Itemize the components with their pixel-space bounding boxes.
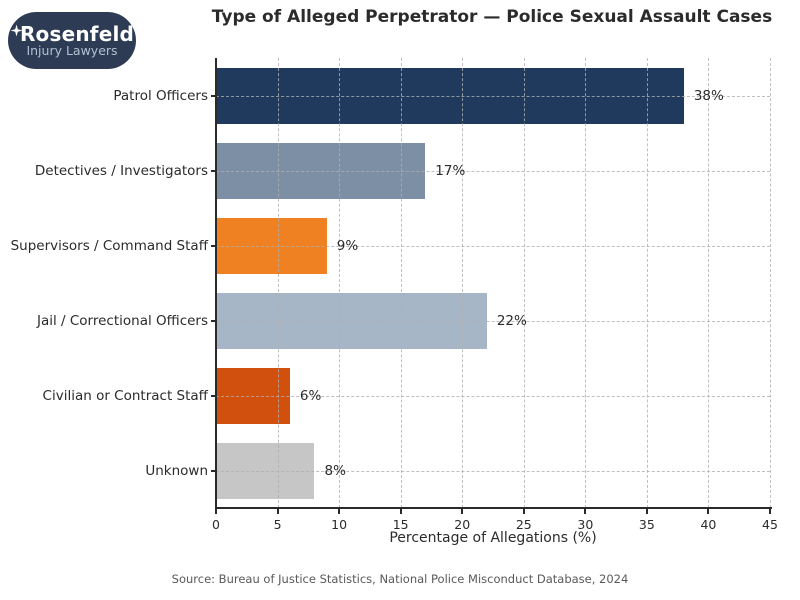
source-caption: Source: Bureau of Justice Statistics, Na… <box>171 572 629 586</box>
x-tick-20 <box>461 509 464 514</box>
gridline-x-35 <box>646 58 648 508</box>
x-tick-5 <box>276 509 279 514</box>
bar-rows: Patrol Officers 38% Detectives / Investiga… <box>11 58 770 508</box>
x-tick-label-25: 25 <box>515 517 532 532</box>
x-axis-label: Percentage of Allegations (%) <box>389 530 597 546</box>
gridline-x-30 <box>585 58 587 508</box>
chart-title: Type of Alleged Perpetrator — Police Sex… <box>211 7 773 27</box>
bar-row: Jail / Correctional Officers 22% <box>37 283 770 358</box>
category-label: Unknown <box>145 462 208 479</box>
y-tick <box>211 244 216 247</box>
gridline-x-40 <box>708 58 710 508</box>
gridline-x-25 <box>523 58 525 508</box>
x-tick-45 <box>769 509 771 514</box>
value-label: 38% <box>693 87 724 104</box>
y-axis-spine <box>215 58 217 509</box>
bar-row: Civilian or Contract Staff 6% <box>43 358 770 433</box>
y-tick <box>211 469 216 472</box>
x-tick-15 <box>399 509 402 514</box>
rosenfeld-logo: Rosenfeld Injury Lawyers <box>8 12 136 69</box>
category-label: Jail / Correctional Officers <box>36 312 208 329</box>
logo-tagline: Injury Lawyers <box>26 42 118 58</box>
value-label: 17% <box>435 162 466 179</box>
gridline-x-20 <box>462 58 464 508</box>
x-tick-label-0: 0 <box>212 517 220 532</box>
category-label: Patrol Officers <box>113 87 208 104</box>
category-label: Supervisors / Command Staff <box>10 237 208 254</box>
gridline-x-45 <box>770 58 771 508</box>
x-tick-0 <box>215 509 217 514</box>
x-tick-label-30: 30 <box>577 517 594 532</box>
bar-row: Patrol Officers 38% <box>113 58 770 133</box>
x-tick-label-45: 45 <box>762 517 778 532</box>
value-label: 6% <box>299 387 322 404</box>
x-tick-label-10: 10 <box>331 517 348 532</box>
x-tick-25 <box>522 509 525 514</box>
bar-row: Supervisors / Command Staff 9% <box>11 208 770 283</box>
plot-area: Patrol Officers 38% Detectives / Investiga… <box>11 58 778 532</box>
bar-row: Detectives / Investigators 17% <box>35 133 770 208</box>
x-tick-30 <box>584 509 587 514</box>
compass-star-icon <box>10 24 23 37</box>
gridline-y <box>216 170 770 172</box>
gridline-y <box>216 320 770 322</box>
gridline-x-15 <box>400 58 402 508</box>
gridline-y <box>216 470 770 472</box>
gridline-y <box>216 245 770 247</box>
x-tick-label-35: 35 <box>638 517 655 532</box>
gridline-y <box>216 395 770 397</box>
x-tick-label-40: 40 <box>700 517 717 532</box>
x-tick-label-20: 20 <box>454 517 471 532</box>
logo-brand-text: Rosenfeld <box>19 21 135 46</box>
x-tick-label-5: 5 <box>273 517 282 532</box>
gridline-x-10 <box>339 58 341 508</box>
bar-row: Unknown 8% <box>145 433 770 508</box>
gridline-x-5 <box>277 58 279 508</box>
y-tick <box>211 169 216 172</box>
y-tick <box>211 94 216 97</box>
value-label: 8% <box>324 462 346 479</box>
x-tick-40 <box>707 509 710 514</box>
logo-brand-line: Rosenfeld <box>10 24 134 44</box>
gridline-y <box>216 95 770 97</box>
value-label: 9% <box>336 237 359 254</box>
x-axis-spine <box>215 507 772 509</box>
y-tick <box>211 319 216 322</box>
x-tick-10 <box>338 509 341 514</box>
category-label: Civilian or Contract Staff <box>42 387 208 404</box>
y-tick <box>211 394 216 397</box>
value-label: 22% <box>496 312 527 329</box>
category-label: Detectives / Investigators <box>34 162 208 179</box>
x-tick-label-15: 15 <box>392 517 409 532</box>
x-tick-35 <box>645 509 648 514</box>
